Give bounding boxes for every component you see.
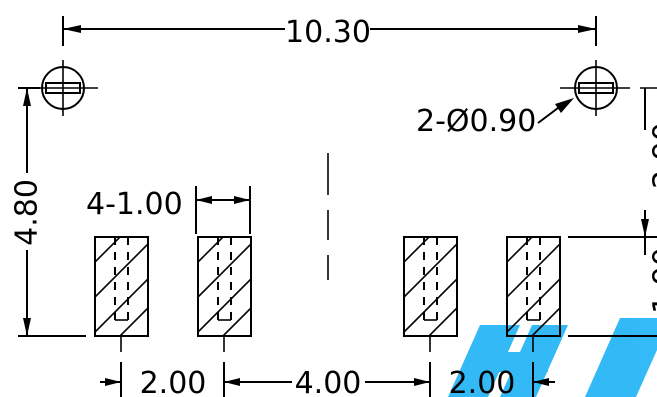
pad-3 — [403, 236, 458, 352]
hole-callout-label: 2-Ø0.90 — [416, 104, 536, 139]
pad-1 — [94, 236, 149, 352]
pad-4 — [506, 236, 561, 352]
pad-2 — [197, 236, 252, 352]
pitch-left-label: 2.00 — [140, 366, 207, 397]
overall-width-dimension: 10.30 — [62, 15, 597, 50]
right-lower-label: 1.90 — [648, 247, 657, 314]
pitch-center-label: 4.00 — [295, 366, 362, 397]
overall-width-label: 10.30 — [285, 15, 371, 50]
pad-width-label: 4-1.00 — [86, 187, 183, 222]
overall-height-label: 4.80 — [10, 179, 45, 246]
pad-width-callout: 4-1.00 — [86, 186, 251, 234]
overall-height-dimension: 4.80 — [10, 87, 86, 337]
pitch-right-label: 2.00 — [449, 366, 516, 397]
hole-callout: 2-Ø0.90 — [416, 98, 574, 139]
mounting-hole-right — [560, 60, 657, 116]
watermark-logo — [448, 318, 657, 397]
right-dimensions: 2.90 1.90 — [568, 88, 657, 337]
pitch-dimensions: 2.00 4.00 2.00 — [100, 362, 555, 397]
right-upper-label: 2.90 — [648, 122, 657, 189]
